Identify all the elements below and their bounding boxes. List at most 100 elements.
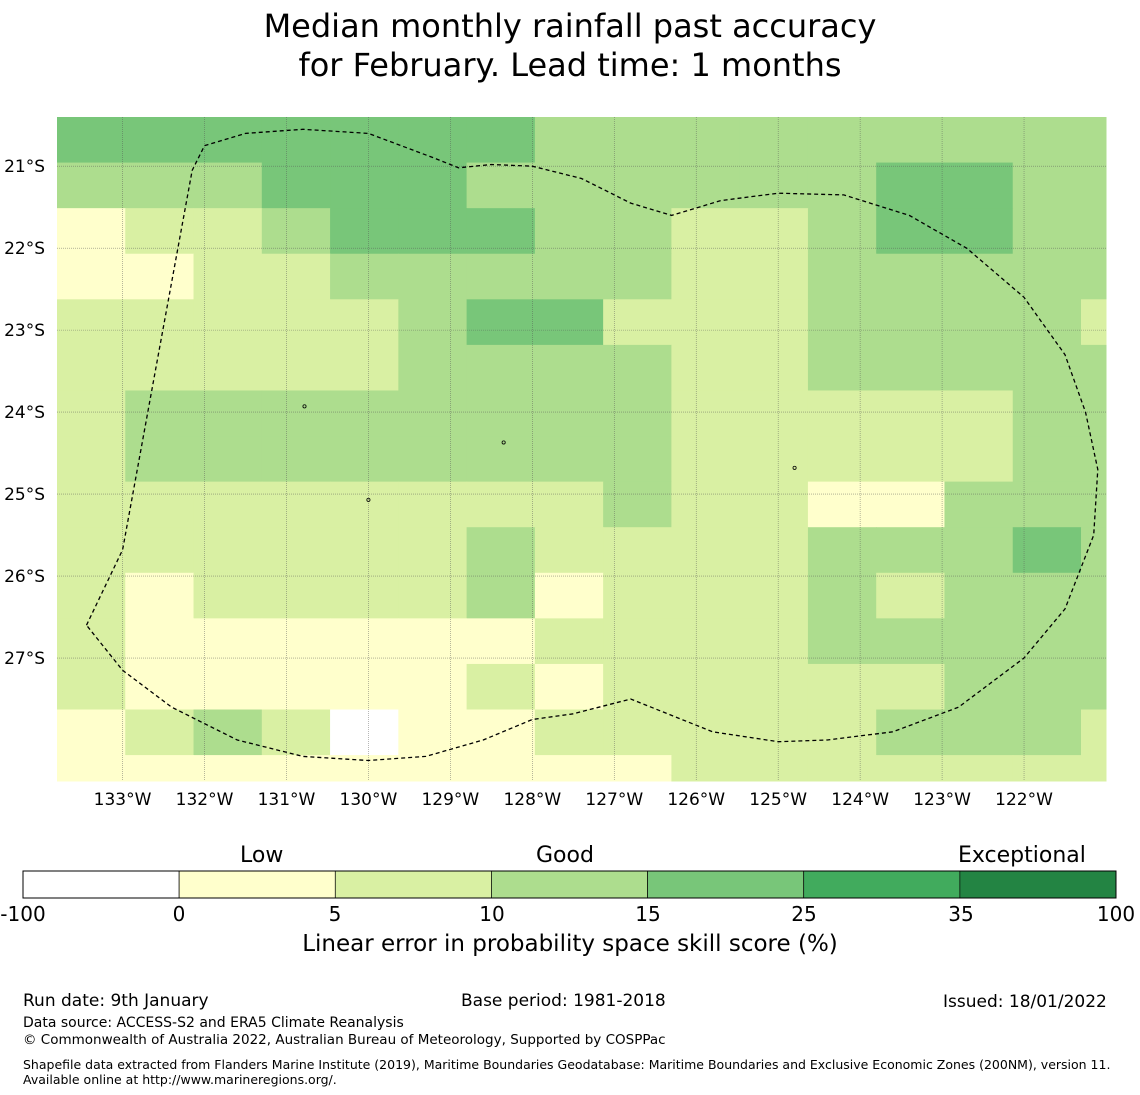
- grid-cell: [466, 709, 536, 756]
- grid-cell: [603, 117, 672, 164]
- grid-cell: [57, 527, 126, 574]
- grid-cell: [944, 618, 1014, 665]
- grid-cell: [807, 709, 877, 756]
- grid-cell: [1012, 709, 1082, 756]
- grid-cell: [671, 253, 741, 300]
- grid-cell: [1012, 390, 1082, 437]
- islands: [302, 404, 797, 502]
- grid-cell: [671, 663, 741, 711]
- grid-cell: [876, 436, 945, 483]
- grid-cell: [739, 390, 809, 437]
- grid-cell: [261, 208, 331, 255]
- grid-cell: [1081, 162, 1107, 209]
- grid-cell: [807, 436, 877, 483]
- grid-cell: [876, 344, 945, 391]
- colorbar-xlabel: Linear error in probability space skill …: [302, 931, 838, 957]
- grid-cell: [1012, 344, 1082, 391]
- grid-cell: [125, 208, 195, 255]
- longitude-label: 133°W: [94, 790, 152, 810]
- colorbar-segment: [647, 870, 805, 899]
- grid-cell: [671, 344, 741, 391]
- grid-cell: [57, 208, 126, 255]
- grid-cell: [193, 481, 263, 528]
- grid-cell: [193, 299, 263, 346]
- grid-cell: [671, 618, 741, 665]
- grid-cell: [944, 299, 1014, 346]
- grid-cell: [398, 527, 468, 574]
- grid-cell: [671, 299, 741, 346]
- grid-cell: [876, 481, 945, 528]
- grid-cell: [944, 481, 1014, 528]
- grid-cell: [125, 162, 195, 209]
- grid-cell: [193, 709, 263, 756]
- grid-cell: [398, 755, 468, 782]
- grid-cell: [57, 117, 126, 164]
- run-date: Run date: 9th January: [23, 991, 209, 1011]
- colorbar-label-low: Low: [240, 843, 284, 868]
- grid-cell: [807, 481, 877, 528]
- grid-cell: [876, 162, 945, 209]
- grid-cell: [534, 299, 604, 346]
- grid-cell: [193, 253, 263, 300]
- grid-cell: [398, 208, 468, 255]
- grid-cell: [398, 162, 468, 209]
- colorbar-label-exceptional: Exceptional: [958, 843, 1086, 868]
- grid-cell: [125, 481, 195, 528]
- grid-cell: [466, 527, 536, 574]
- grid-cell: [466, 208, 536, 255]
- grid-cell: [466, 663, 536, 711]
- grid-cell: [739, 663, 809, 711]
- graticule: [57, 117, 1106, 781]
- grid-cell: [534, 572, 604, 619]
- grid-cell: [261, 709, 331, 756]
- longitude-label: 131°W: [258, 790, 316, 810]
- grid-cell: [944, 390, 1014, 437]
- grid-cell: [876, 663, 945, 711]
- grid-cell: [466, 117, 536, 164]
- grid-cell: [125, 755, 195, 782]
- grid-cell: [603, 436, 672, 483]
- grid-cell: [944, 755, 1014, 782]
- grid-cell: [466, 572, 536, 619]
- colorbar-label-good: Good: [536, 843, 594, 868]
- grid-cell: [193, 527, 263, 574]
- eez-boundary-outline: [85, 128, 1099, 762]
- grid-cell: [671, 481, 741, 528]
- grid-cell: [125, 344, 195, 391]
- grid-cell: [739, 481, 809, 528]
- grid-cell: [261, 344, 331, 391]
- grid-cell: [876, 709, 945, 756]
- grid-cell: [1012, 253, 1082, 300]
- grid-cell: [1012, 436, 1082, 483]
- grid-cell: [807, 162, 877, 209]
- grid-cell: [57, 436, 126, 483]
- grid-cell: [193, 208, 263, 255]
- grid-cell: [876, 527, 945, 574]
- grid-cell: [603, 344, 672, 391]
- grid-cell: [1081, 344, 1107, 391]
- grid-cell: [1012, 527, 1082, 574]
- grid-cell: [534, 481, 604, 528]
- grid-cell: [330, 436, 399, 483]
- grid-cell: [739, 253, 809, 300]
- grid-cell: [261, 527, 331, 574]
- grid-cell: [330, 344, 399, 391]
- colorbar-segment: [959, 870, 1117, 899]
- grid-cell: [807, 208, 877, 255]
- latitude-label: 26°S: [4, 567, 45, 587]
- grid-cell: [1012, 208, 1082, 255]
- grid-cell: [1081, 117, 1107, 164]
- grid-cell: [534, 344, 604, 391]
- grid-cell: [739, 709, 809, 756]
- copyright: © Commonwealth of Australia 2022, Austra…: [23, 1032, 666, 1048]
- grid-cell: [1081, 663, 1107, 711]
- latitude-label: 24°S: [4, 403, 45, 423]
- grid-cell: [603, 162, 672, 209]
- grid-cell: [466, 618, 536, 665]
- shapefile-credit: Shapefile data extracted from Flanders M…: [23, 1057, 1111, 1087]
- grid-cell: [876, 390, 945, 437]
- grid-cell: [739, 527, 809, 574]
- grid-cell: [534, 436, 604, 483]
- latitude-label: 21°S: [4, 157, 45, 177]
- grid-cell: [534, 253, 604, 300]
